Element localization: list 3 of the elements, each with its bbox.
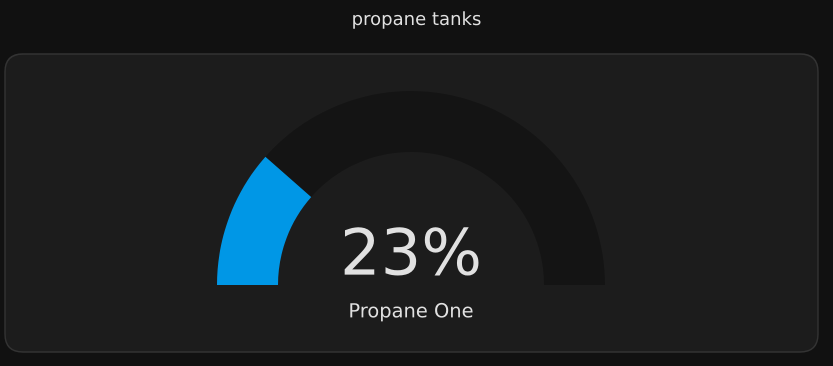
text: 23% xyxy=(344,227,478,276)
text: Propane One xyxy=(350,302,473,322)
chart-title: propane tanks xyxy=(353,11,481,29)
